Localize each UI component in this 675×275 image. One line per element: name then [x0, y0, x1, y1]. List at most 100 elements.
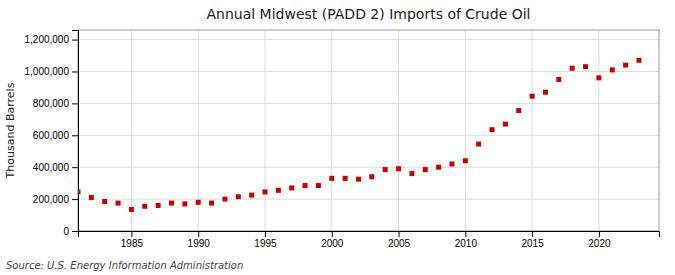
grid-line — [78, 71, 659, 72]
point — [249, 193, 254, 198]
point — [129, 207, 134, 212]
source: Source: U.S. Energy Information Administ… — [6, 260, 243, 271]
grid-line — [131, 30, 132, 231]
marks — [78, 58, 641, 212]
tick-mark — [599, 231, 600, 237]
point — [610, 67, 615, 72]
point — [196, 200, 201, 205]
tick-mark — [465, 231, 466, 237]
point — [636, 58, 641, 63]
y-axis: 0 200,000 400,000 600,000 800,000 1,000,000 1,… — [25, 31, 79, 237]
tick-mark — [72, 103, 78, 104]
tick-label: 0 — [63, 226, 69, 237]
point — [276, 188, 281, 193]
point — [209, 201, 214, 206]
point — [516, 108, 521, 113]
point — [476, 142, 481, 147]
point — [503, 122, 508, 127]
point — [142, 204, 147, 209]
tick-label: 1995 — [254, 238, 277, 249]
grid-line — [331, 30, 332, 231]
axis-line — [79, 232, 660, 238]
tick-label: 1,000,000 — [25, 66, 70, 77]
point — [583, 64, 588, 69]
grid-line — [78, 135, 659, 136]
plot: 1985 1990 1995 2000 2005 2010 2015 2020 0 200,000… — [25, 30, 660, 249]
point — [303, 183, 308, 188]
point — [156, 203, 161, 208]
tick-label: 2020 — [588, 238, 611, 249]
tick: 1985 — [121, 231, 144, 249]
tick-label: 1,200,000 — [25, 34, 70, 45]
plot-frame — [78, 30, 659, 231]
tick: 0 — [63, 226, 78, 237]
grid-line — [598, 30, 599, 231]
tick-label: 1990 — [188, 238, 211, 249]
grid — [78, 30, 659, 231]
point — [329, 176, 334, 181]
point — [182, 201, 187, 206]
tick: 1,000,000 — [25, 66, 79, 77]
point — [222, 197, 227, 202]
tick: 2015 — [521, 231, 544, 249]
point — [396, 166, 401, 171]
point — [102, 199, 107, 204]
tick: 400,000 — [33, 162, 78, 173]
tick-mark — [265, 231, 266, 237]
point — [343, 176, 348, 181]
tick-label: 2015 — [521, 238, 544, 249]
grid-line — [465, 30, 466, 231]
point — [262, 189, 267, 194]
tick-mark — [72, 71, 78, 72]
y-axis-label: Thousand Barrels — [4, 82, 17, 179]
tick-mark — [72, 40, 78, 41]
point — [530, 94, 535, 99]
point — [369, 174, 374, 179]
tick-mark — [72, 167, 78, 168]
grid-line — [398, 30, 399, 231]
point — [116, 201, 121, 206]
grid-line — [78, 103, 659, 104]
point — [490, 127, 495, 132]
point — [596, 75, 601, 80]
axis-line — [72, 31, 79, 232]
tick: 2010 — [455, 231, 478, 249]
point — [449, 162, 454, 167]
tick-mark — [72, 231, 78, 232]
point — [409, 171, 414, 176]
grid-line — [264, 30, 265, 231]
tick-mark — [72, 199, 78, 200]
point — [423, 167, 428, 172]
tick: 2005 — [388, 231, 411, 249]
point — [289, 185, 294, 190]
x-axis: 1985 1990 1995 2000 2005 2010 2015 2020 — [79, 231, 660, 249]
tick: 2000 — [321, 231, 344, 249]
grid-line — [78, 199, 659, 200]
point — [89, 195, 94, 200]
point — [463, 158, 468, 163]
tick-label: 600,000 — [33, 130, 70, 141]
tick: 200,000 — [33, 194, 78, 205]
tick: 2020 — [588, 231, 611, 249]
point — [169, 201, 174, 206]
tick-mark — [198, 231, 199, 237]
tick-label: 2000 — [321, 238, 344, 249]
point — [383, 167, 388, 172]
tick: 1,200,000 — [25, 34, 79, 45]
tick: 600,000 — [33, 130, 78, 141]
point — [78, 189, 81, 194]
point — [356, 177, 361, 182]
point — [543, 90, 548, 95]
tick-mark — [72, 135, 78, 136]
tick: 800,000 — [33, 98, 78, 109]
tick: 1990 — [188, 231, 211, 249]
point — [570, 66, 575, 71]
tick-mark — [532, 231, 533, 237]
tick-label: 2005 — [388, 238, 411, 249]
chart: 1985 1990 1995 2000 2005 2010 2015 2020 0 200,000… — [0, 0, 675, 275]
tick-label: 1985 — [121, 238, 144, 249]
title: Annual Midwest (PADD 2) Imports of Crude… — [207, 6, 531, 22]
tick-label: 800,000 — [33, 98, 70, 109]
tick-label: 2010 — [455, 238, 478, 249]
tick-label: 400,000 — [33, 162, 70, 173]
